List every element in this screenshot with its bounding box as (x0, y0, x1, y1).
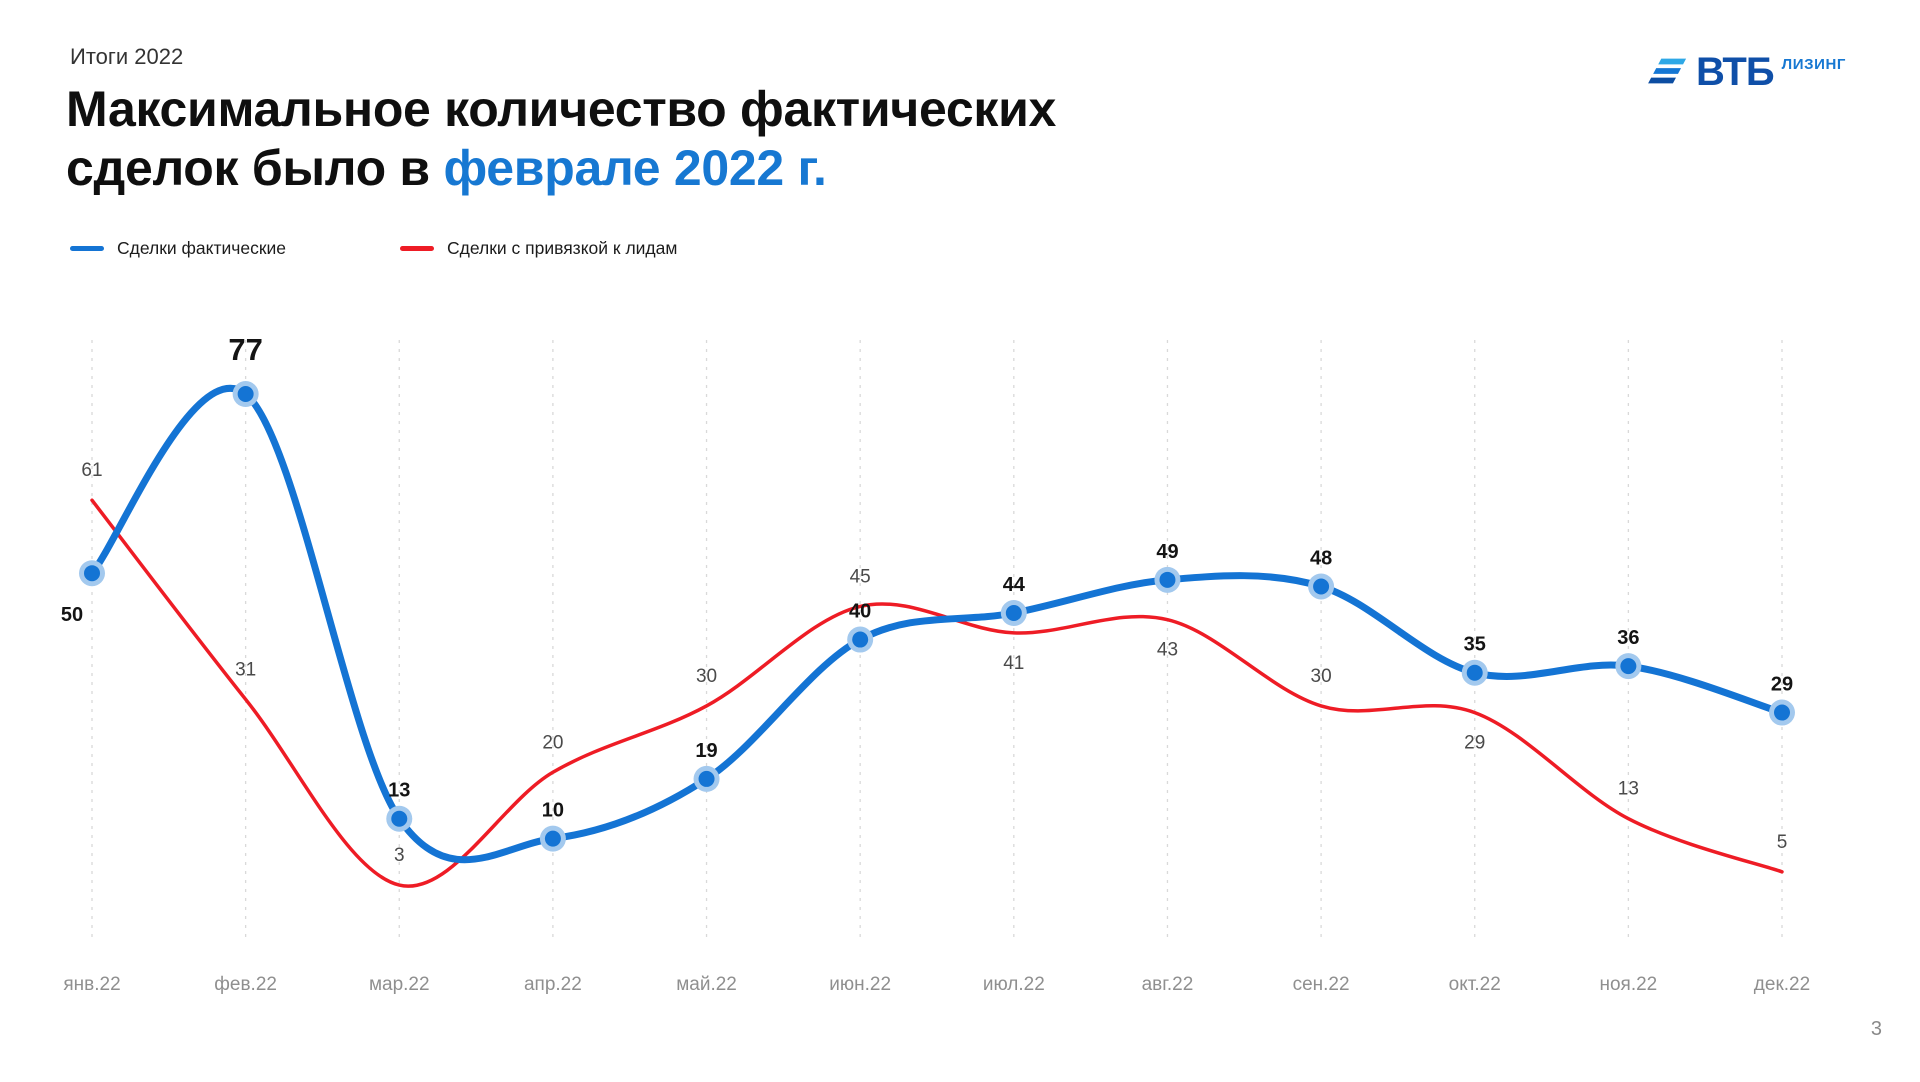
point-marker (1774, 704, 1790, 721)
legend-swatch-actual (70, 246, 104, 251)
x-axis-label: сен.22 (1293, 974, 1350, 995)
series-line-actual (88, 384, 1786, 864)
slide-title: Максимальное количество фактических сдел… (66, 80, 1056, 198)
point-marker (1005, 605, 1022, 622)
point-marker (1313, 578, 1330, 595)
series-line-leads (90, 498, 1784, 888)
legend-label-leads: Сделки с привязкой к лидам (447, 238, 678, 258)
value-label: 13 (1618, 779, 1639, 800)
point-marker (84, 565, 100, 582)
value-label: 40 (849, 601, 871, 623)
x-axis-label: дек.22 (1754, 974, 1810, 995)
value-label: 13 (388, 780, 410, 802)
x-axis-label: окт.22 (1449, 974, 1501, 995)
value-label: 50 (61, 604, 83, 626)
vtb-logo: ВТБ ЛИЗИНГ (1646, 52, 1846, 92)
value-label: 29 (1771, 674, 1793, 696)
value-label: 3 (394, 845, 405, 866)
vtb-flag-icon (1648, 58, 1687, 84)
value-label: 61 (81, 460, 102, 481)
vtb-sub-text: ЛИЗИНГ (1781, 56, 1846, 73)
point-marker (1159, 571, 1176, 588)
value-label: 43 (1157, 640, 1178, 661)
x-axis-label: мар.22 (369, 974, 430, 995)
x-axis-label: июл.22 (983, 974, 1045, 995)
value-label: 30 (1311, 666, 1332, 687)
value-label: 45 (850, 566, 871, 587)
value-label: 41 (1003, 653, 1024, 674)
value-label: 29 (1464, 733, 1485, 754)
page-number: 3 (1870, 1018, 1882, 1040)
value-label: 5 (1777, 832, 1788, 853)
x-axis-label: апр.22 (524, 974, 582, 995)
value-label: 20 (542, 732, 563, 753)
x-axis-label: авг.22 (1142, 974, 1194, 995)
title-line2-black: сделок было в (66, 140, 444, 196)
value-label: 19 (695, 740, 717, 762)
legend-item-leads: Сделки с привязкой к лидам (400, 238, 677, 259)
value-label: 77 (228, 332, 262, 367)
value-label: 30 (696, 666, 717, 687)
value-label: 49 (1156, 541, 1178, 563)
slide-kicker: Итоги 2022 (70, 44, 184, 69)
value-label: 36 (1617, 627, 1639, 649)
point-marker (1620, 658, 1637, 675)
value-label: 10 (542, 800, 564, 822)
x-axis-label: ноя.22 (1599, 974, 1657, 995)
legend-swatch-leads (400, 246, 434, 251)
title-line2-accent: феврале 2022 г. (443, 140, 827, 196)
point-marker (237, 386, 254, 403)
x-axis-label: май.22 (676, 974, 737, 995)
vtb-brand-text: ВТБ (1696, 50, 1775, 94)
value-label: 31 (235, 659, 256, 680)
x-axis-label: янв.22 (63, 974, 120, 995)
point-marker (1466, 664, 1483, 681)
x-axis-label: июн.22 (829, 974, 891, 995)
title-line1: Максимальное количество фактических (66, 81, 1057, 137)
point-marker (391, 810, 408, 827)
point-marker (544, 830, 561, 847)
legend-label-actual: Сделки фактические (117, 238, 287, 258)
point-marker (698, 770, 715, 787)
point-marker (852, 631, 869, 648)
value-label: 35 (1464, 634, 1486, 656)
x-axis-label: фев.22 (214, 974, 277, 995)
chart-legend: Сделки фактические Сделки с привязкой к … (70, 238, 970, 262)
value-label: 44 (1003, 574, 1026, 596)
value-label: 48 (1310, 547, 1332, 569)
legend-item-actual: Сделки фактические (70, 238, 286, 259)
